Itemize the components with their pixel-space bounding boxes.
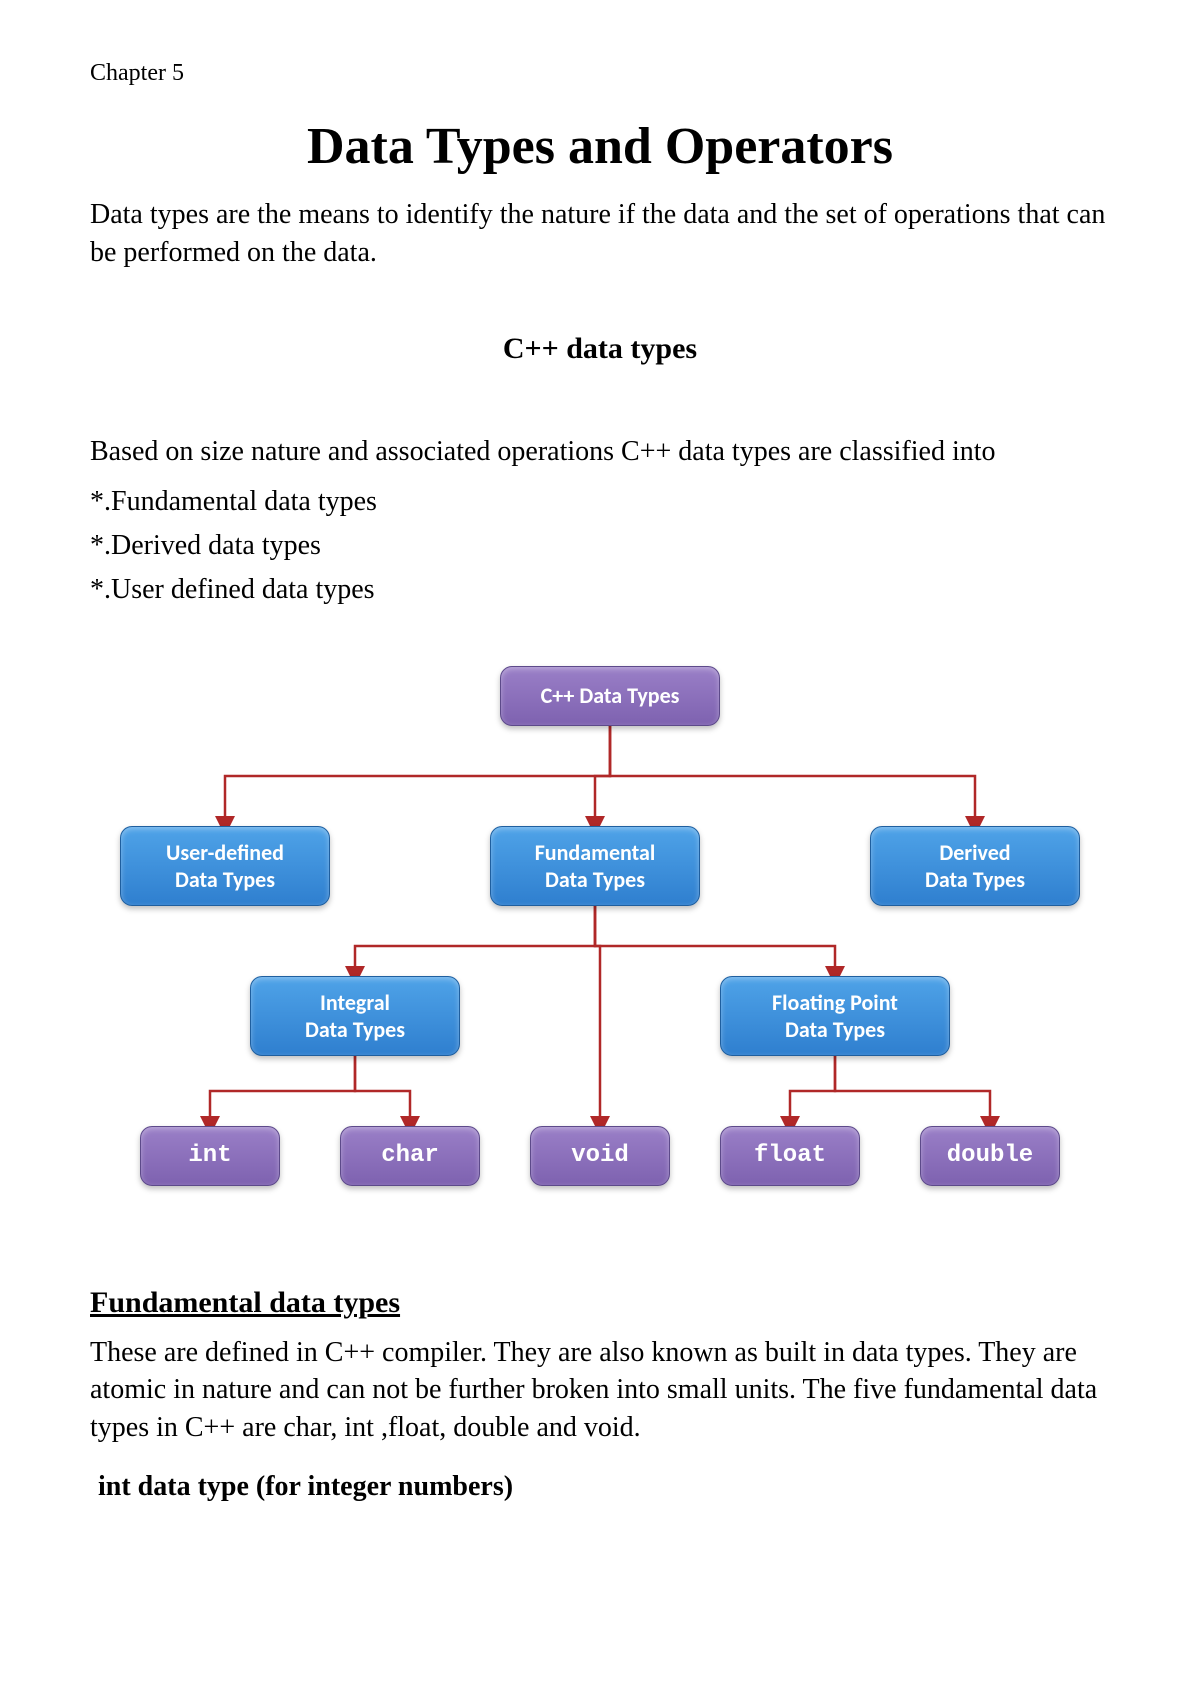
node-char: char — [340, 1126, 480, 1186]
node-root: C++ Data Types — [500, 666, 720, 726]
node-float: float — [720, 1126, 860, 1186]
classification-intro: Based on size nature and associated oper… — [90, 436, 1110, 468]
section-subtitle: C++ data types — [90, 332, 1110, 366]
node-label: int — [188, 1142, 231, 1169]
datatype-tree-diagram: C++ Data Types User-definedData Types Fu… — [100, 666, 1100, 1246]
node-label: Data Types — [175, 866, 275, 893]
node-floating: Floating PointData Types — [720, 976, 950, 1056]
node-fundamental: FundamentalData Types — [490, 826, 700, 906]
fundamental-body: These are defined in C++ compiler. They … — [90, 1334, 1110, 1447]
page-title: Data Types and Operators — [90, 117, 1110, 176]
node-int: int — [140, 1126, 280, 1186]
node-label: Data Types — [545, 866, 645, 893]
node-label: Floating Point — [772, 989, 898, 1016]
node-label: Data Types — [785, 1016, 885, 1043]
node-label: Derived — [939, 839, 1010, 866]
node-label: Data Types — [925, 866, 1025, 893]
bullet-userdefined: *.User defined data types — [90, 574, 1110, 606]
node-label: void — [571, 1142, 629, 1169]
node-label: Data Types — [305, 1016, 405, 1043]
node-integral: IntegralData Types — [250, 976, 460, 1056]
node-label: C++ Data Types — [541, 682, 680, 709]
node-double: double — [920, 1126, 1060, 1186]
bullet-derived: *.Derived data types — [90, 530, 1110, 562]
node-label: User-defined — [166, 839, 284, 866]
chapter-label: Chapter 5 — [90, 60, 1110, 87]
node-label: float — [754, 1142, 826, 1169]
node-label: char — [381, 1142, 439, 1169]
node-userdefined: User-definedData Types — [120, 826, 330, 906]
node-derived: DerivedData Types — [870, 826, 1080, 906]
fundamental-heading: Fundamental data types — [90, 1286, 1110, 1320]
bullet-fundamental: *.Fundamental data types — [90, 486, 1110, 518]
node-void: void — [530, 1126, 670, 1186]
node-label: double — [947, 1142, 1033, 1169]
int-subheading: int data type (for integer numbers) — [98, 1471, 1110, 1503]
node-label: Integral — [320, 989, 390, 1016]
intro-paragraph: Data types are the means to identify the… — [90, 196, 1110, 272]
node-label: Fundamental — [535, 839, 656, 866]
